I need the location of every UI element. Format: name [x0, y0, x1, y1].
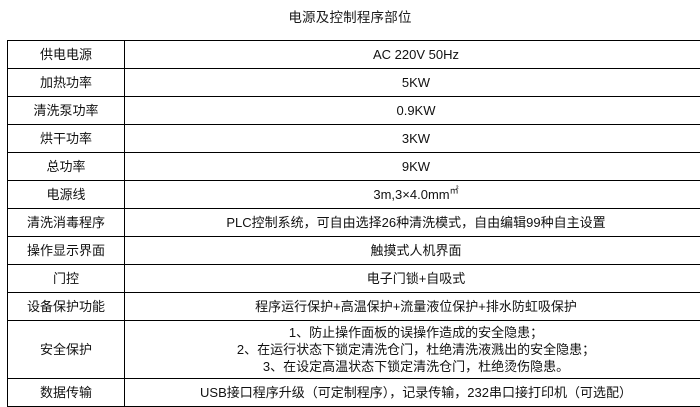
table-row: 烘干功率 3KW: [8, 125, 700, 152]
power-cord-value: 3m,3×4.0mm: [373, 187, 450, 202]
row-value: 0.9KW: [125, 97, 700, 124]
safety-line: 1、防止操作面板的误操作造成的安全隐患；: [288, 325, 544, 340]
specifications-table: 供电电源 AC 220V 50Hz 加热功率 5KW 清洗泵功率 0.9KW 烘…: [7, 40, 700, 407]
page-title: 电源及控制程序部位: [288, 10, 412, 25]
row-label: 设备保护功能: [8, 293, 124, 320]
row-label: 数据传输: [8, 379, 124, 406]
row-value: 9KW: [125, 153, 700, 180]
row-value: PLC控制系统，可自由选择26种清洗模式，自由编辑99种自主设置: [125, 209, 700, 236]
table-row: 清洗消毒程序 PLC控制系统，可自由选择26种清洗模式，自由编辑99种自主设置: [8, 209, 700, 236]
row-value: 3KW: [125, 125, 700, 152]
row-value: 程序运行保护+高温保护+流量液位保护+排水防虹吸保护: [125, 293, 700, 320]
table-row: 安全保护 1、防止操作面板的误操作造成的安全隐患； 2、在运行状态下锁定清洗仓门…: [8, 321, 700, 378]
safety-line: 3、在设定高温状态下锁定清洗仓门，杜绝烫伤隐患。: [262, 359, 570, 374]
table-row: 电源线 3m,3×4.0mm㎡: [8, 181, 700, 208]
row-label: 加热功率: [8, 69, 124, 96]
safety-line: 2、在运行状态下锁定清洗仓门，杜绝清洗液溅出的安全隐患；: [236, 342, 596, 357]
table-row: 清洗泵功率 0.9KW: [8, 97, 700, 124]
row-value: 3m,3×4.0mm㎡: [125, 181, 700, 208]
row-value: 电子门锁+自吸式: [125, 265, 700, 292]
row-value: USB接口程序升级（可定制程序），记录传输，232串口接打印机（可选配）: [125, 379, 700, 406]
table-row: 数据传输 USB接口程序升级（可定制程序），记录传输，232串口接打印机（可选配…: [8, 379, 700, 406]
row-label: 清洗消毒程序: [8, 209, 124, 236]
table-row: 供电电源 AC 220V 50Hz: [8, 41, 700, 68]
row-value: 触摸式人机界面: [125, 237, 700, 264]
row-value: 1、防止操作面板的误操作造成的安全隐患； 2、在运行状态下锁定清洗仓门，杜绝清洗…: [125, 321, 700, 378]
row-label: 门控: [8, 265, 124, 292]
row-label: 清洗泵功率: [8, 97, 124, 124]
row-label: 供电电源: [8, 41, 124, 68]
table-row: 设备保护功能 程序运行保护+高温保护+流量液位保护+排水防虹吸保护: [8, 293, 700, 320]
table-row: 操作显示界面 触摸式人机界面: [8, 237, 700, 264]
table-body: 供电电源 AC 220V 50Hz 加热功率 5KW 清洗泵功率 0.9KW 烘…: [8, 41, 700, 406]
row-label: 电源线: [8, 181, 124, 208]
table-row: 加热功率 5KW: [8, 69, 700, 96]
row-value: 5KW: [125, 69, 700, 96]
row-label: 安全保护: [8, 321, 124, 378]
row-label: 烘干功率: [8, 125, 124, 152]
table-row: 门控 电子门锁+自吸式: [8, 265, 700, 292]
row-label: 总功率: [8, 153, 124, 180]
table-row: 总功率 9KW: [8, 153, 700, 180]
row-label: 操作显示界面: [8, 237, 124, 264]
row-value: AC 220V 50Hz: [125, 41, 700, 68]
square-unit-superscript: ㎡: [449, 185, 459, 196]
